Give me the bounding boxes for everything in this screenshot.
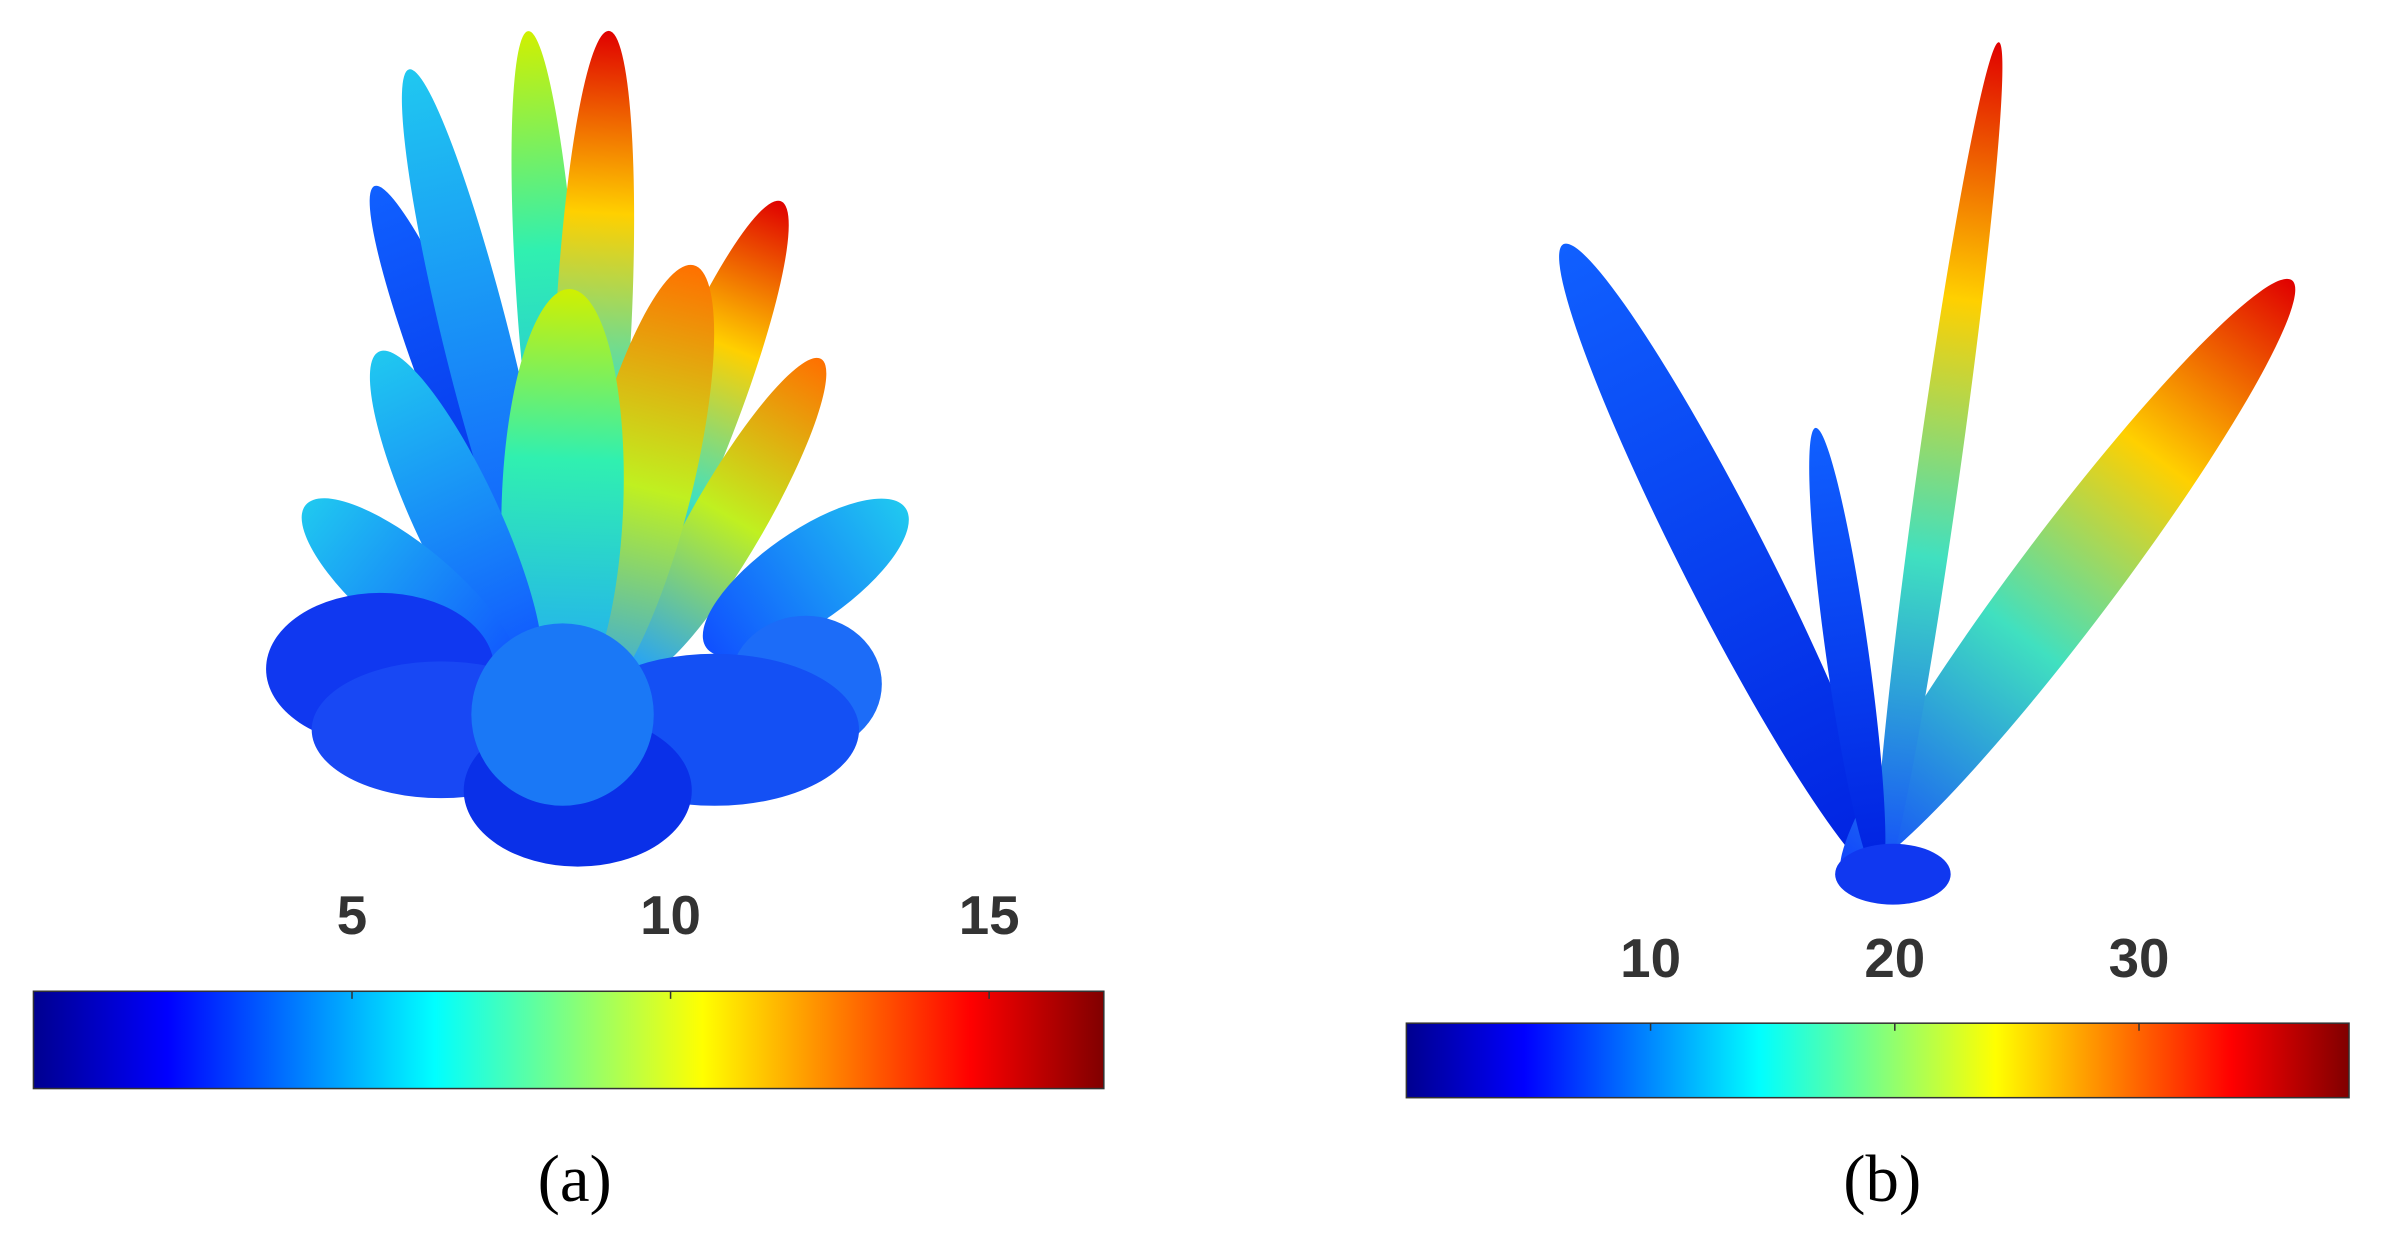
pattern-b: [1559, 42, 2296, 905]
panel-label: (a): [538, 1142, 612, 1216]
pattern-a: [266, 30, 909, 867]
tick-label: 15: [959, 884, 1020, 946]
tick-label: 20: [1864, 927, 1925, 989]
tick-label: 10: [640, 884, 701, 946]
colorbar: [1405, 1022, 2350, 1099]
tick-label: 30: [2109, 927, 2170, 989]
panel-label: (b): [1843, 1142, 1921, 1216]
tick-label: 10: [1620, 927, 1681, 989]
colorbar: [32, 990, 1105, 1090]
tick-label: 5: [337, 884, 367, 946]
